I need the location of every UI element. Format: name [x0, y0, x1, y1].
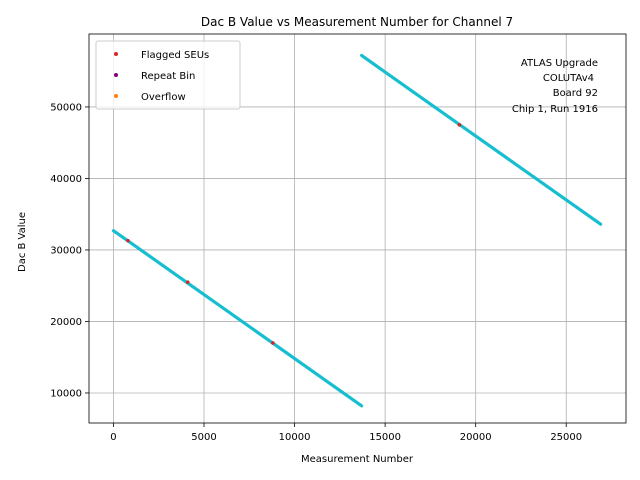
annotation-line: ATLAS Upgrade [521, 58, 598, 69]
x-tick-label: 25000 [550, 432, 582, 443]
x-tick-label: 5000 [191, 432, 216, 443]
annotation-line: Chip 1, Run 1916 [512, 104, 598, 115]
legend-label-repeat-bin: Repeat Bin [141, 71, 195, 82]
flagged-seu-point [126, 238, 130, 243]
y-tick-label: 20000 [50, 317, 82, 328]
legend-label-overflow: Overflow [141, 92, 186, 103]
y-tick-label: 40000 [50, 174, 82, 185]
annotation: ATLAS Upgrade COLUTAv4 Board 92 Chip 1, … [512, 58, 598, 115]
y-axis-label: Dac B Value [17, 212, 28, 272]
data-series-line [359, 53, 603, 226]
data-series-line [111, 229, 364, 408]
y-tick-label: 10000 [50, 388, 82, 399]
legend-label-flagged-seus: Flagged SEUs [141, 50, 209, 61]
legend-box [95, 40, 241, 110]
x-tick-label: 0 [110, 432, 116, 443]
ticks: 0 5000 10000 15000 20000 25000 10000 20000 30000… [50, 102, 582, 443]
x-tick-label: 15000 [369, 432, 401, 443]
flagged-seu-point [185, 280, 190, 284]
x-tick-label: 20000 [460, 432, 492, 443]
x-axis-label: Measurement Number [301, 454, 414, 465]
annotation-line: Board 92 [553, 88, 598, 99]
plot-frame [88, 33, 627, 424]
annotation-line: COLUTAv4 [543, 73, 594, 84]
chart-title: Dac B Value vs Measurement Number for Ch… [201, 15, 513, 29]
legend-marker-overflow [114, 94, 118, 98]
flagged-seu-point [271, 341, 275, 345]
y-tick-label: 30000 [50, 245, 82, 256]
x-tick-label: 10000 [279, 432, 311, 443]
legend: Flagged SEUs Repeat Bin Overflow [95, 40, 241, 110]
y-tick-label: 50000 [50, 102, 82, 113]
legend-marker-flagged-seus [114, 52, 118, 56]
data-layer [111, 53, 603, 408]
legend-marker-repeat-bin [114, 73, 118, 77]
flagged-seu-point [457, 123, 462, 127]
